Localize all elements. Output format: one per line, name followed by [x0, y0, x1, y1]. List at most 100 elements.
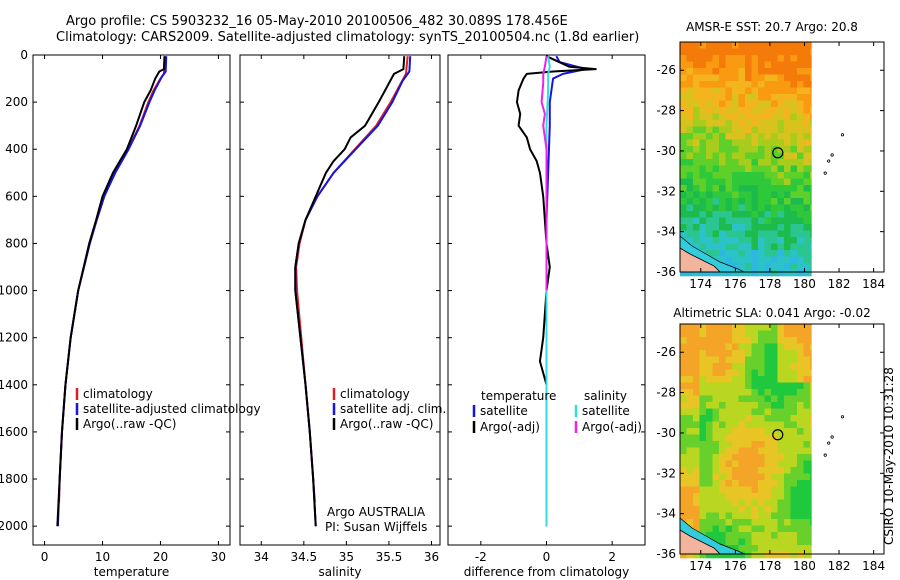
map-cell	[699, 172, 707, 179]
map-cell	[758, 61, 765, 69]
map-cell	[745, 512, 752, 520]
map-cell	[803, 126, 811, 134]
map-cell	[777, 441, 785, 448]
map-cell	[777, 126, 785, 134]
map-cell	[771, 363, 778, 370]
map-cell	[777, 551, 785, 559]
map-cell	[719, 421, 726, 429]
map-cell	[810, 81, 812, 88]
map-cell	[810, 256, 812, 264]
map-cell	[784, 519, 791, 526]
map-cell	[784, 256, 791, 264]
map-cell	[706, 42, 713, 49]
map-cell	[745, 330, 752, 338]
map-cell	[719, 551, 726, 559]
map-cell	[745, 159, 752, 166]
map-cell	[706, 243, 713, 251]
map-cell	[693, 330, 700, 338]
map-cell	[790, 61, 798, 69]
map-cell	[764, 525, 772, 533]
map-cell	[693, 454, 700, 461]
map-cell	[777, 473, 785, 481]
map-cell	[725, 369, 733, 377]
map-cell	[693, 324, 700, 331]
map-cell	[745, 120, 752, 127]
map-cell	[797, 337, 804, 344]
map-cell	[764, 447, 772, 455]
map-cell	[732, 204, 739, 212]
map-cell	[738, 421, 746, 429]
map-cell	[758, 402, 765, 409]
map-cell	[758, 421, 765, 429]
map-cell	[686, 120, 694, 127]
map-cell	[719, 224, 726, 231]
map-cell	[712, 408, 720, 416]
map-cell	[803, 525, 811, 533]
map-cell	[764, 146, 772, 153]
map-cell	[738, 454, 746, 461]
map-cell	[810, 48, 812, 56]
map-cell	[790, 269, 798, 277]
map-cell	[725, 178, 733, 186]
map-cell	[771, 532, 778, 539]
map-cell	[738, 376, 746, 383]
map-cell	[680, 473, 687, 481]
map-cell	[693, 204, 700, 212]
map-cell	[680, 376, 687, 383]
map-cell	[693, 74, 700, 82]
map-cell	[686, 330, 694, 338]
map-cell	[751, 408, 759, 416]
map-cell	[777, 408, 785, 416]
map-cell	[771, 113, 778, 121]
map-cell	[810, 107, 812, 114]
map-cell	[725, 337, 733, 344]
map-cell	[771, 545, 778, 552]
map-cell	[693, 146, 700, 153]
map-cell	[732, 330, 739, 338]
map-cell	[725, 434, 733, 442]
map-cell	[803, 493, 811, 500]
map-cell	[810, 421, 812, 429]
map-cell	[758, 152, 765, 160]
map-cell	[777, 330, 785, 338]
map-frame	[679, 41, 885, 273]
map-cell	[764, 250, 772, 257]
map-cell	[686, 512, 694, 520]
map-cell	[784, 454, 791, 461]
map-cell	[719, 185, 726, 192]
map-cell	[751, 382, 759, 390]
map-cell	[693, 486, 700, 494]
map-cell	[738, 389, 746, 396]
map-cell	[803, 512, 811, 520]
map-cell	[803, 211, 811, 218]
map-cell	[719, 217, 726, 225]
map-cell	[777, 269, 785, 277]
map-cell	[680, 172, 687, 179]
map-cell	[771, 525, 778, 533]
map-cell	[725, 120, 733, 127]
map-cell	[784, 324, 791, 331]
map-cell	[777, 211, 785, 218]
map-cell	[797, 87, 804, 95]
map-cell	[686, 324, 694, 331]
map-cell	[758, 369, 765, 377]
map-cell	[686, 551, 694, 559]
x-tick-label: 182	[828, 559, 851, 573]
series-line-magenta	[540, 56, 548, 291]
map-cell	[790, 159, 798, 166]
map-cell	[764, 434, 772, 442]
map-cell	[745, 447, 752, 455]
map-cell	[712, 356, 720, 364]
map-cell	[719, 402, 726, 409]
map-cell	[719, 191, 726, 199]
map-cell	[706, 480, 713, 487]
map-cell	[751, 389, 759, 396]
map-cell	[712, 120, 720, 127]
map-cell	[777, 133, 785, 140]
map-cell	[712, 191, 720, 199]
map-cell	[810, 237, 812, 244]
map-cell	[725, 250, 733, 257]
map-cell	[745, 250, 752, 257]
map-cell	[777, 165, 785, 173]
map-cell	[719, 447, 726, 455]
